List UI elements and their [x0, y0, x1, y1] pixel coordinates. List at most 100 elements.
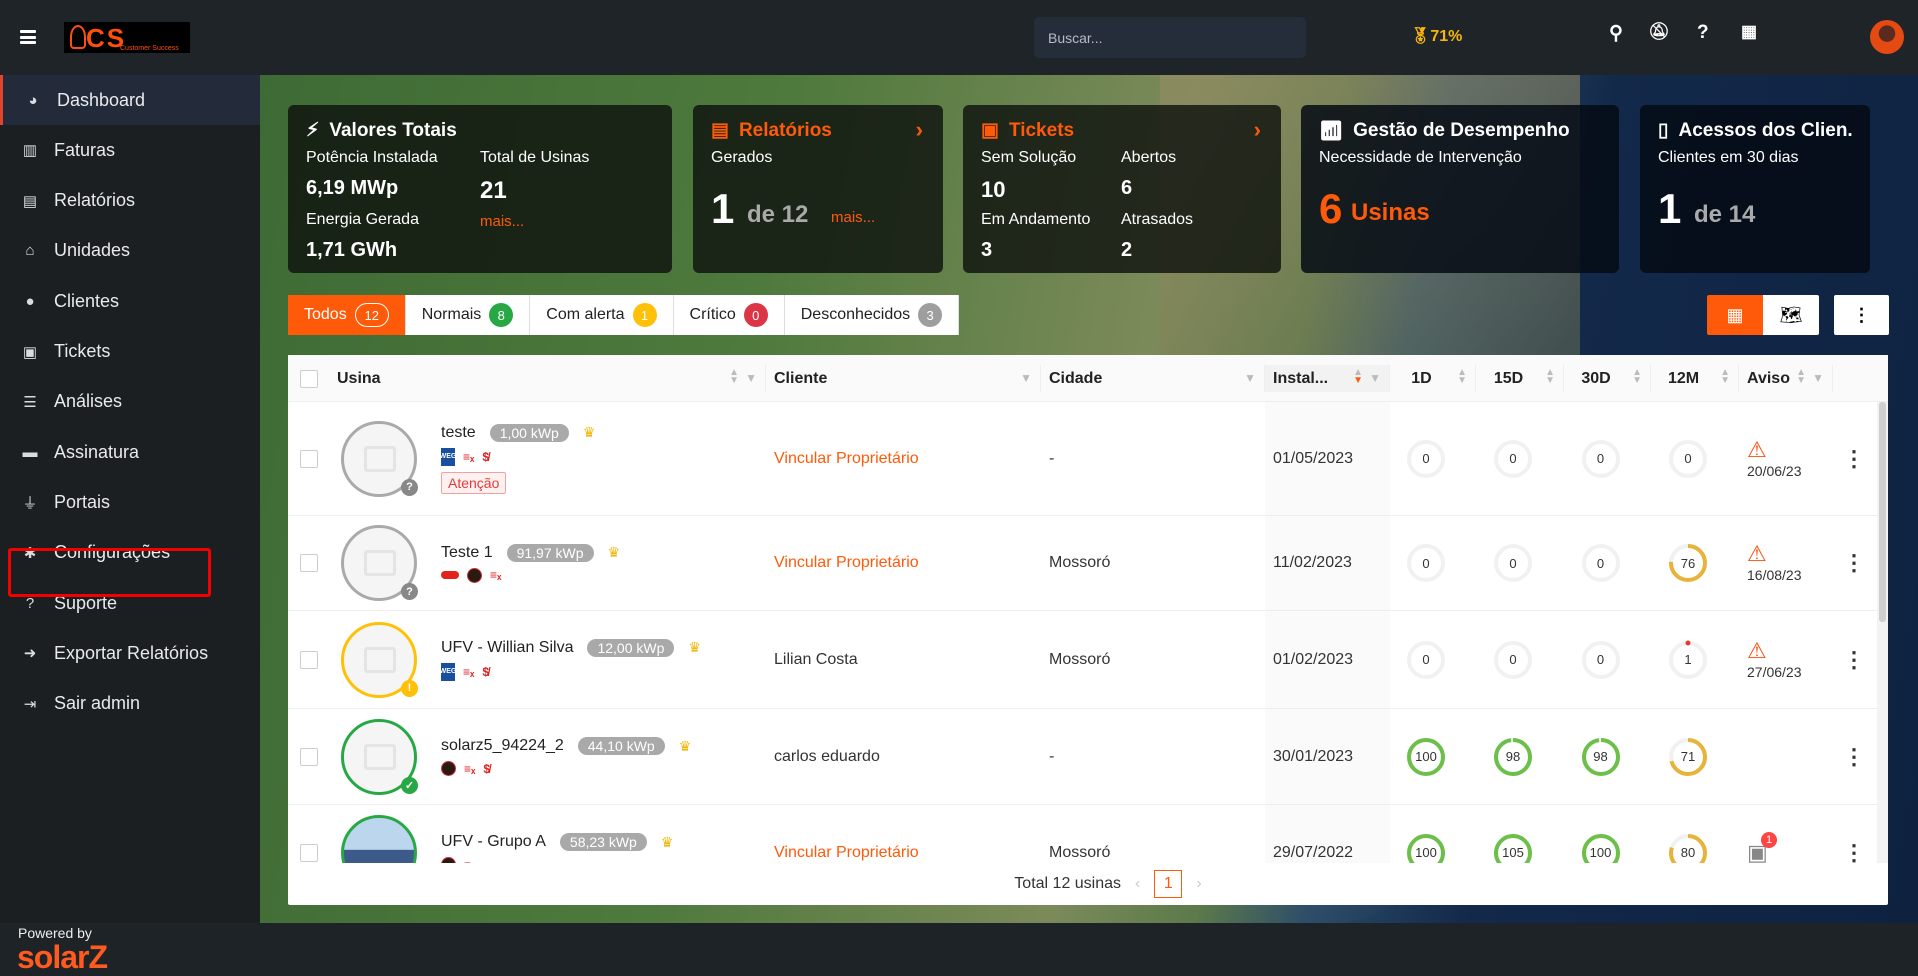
sidebar-item-dashboard[interactable]: ◕ Dashboard: [0, 75, 260, 125]
card-acessos-clientes[interactable]: ▯ Acessos dos Clien... Clientes em 30 dia…: [1640, 105, 1870, 273]
client-name: Lilian Costa: [774, 650, 858, 668]
row-menu-icon[interactable]: ⋮: [1843, 743, 1865, 769]
sidebar-item-portais[interactable]: ⏚ Portais: [0, 477, 260, 527]
filter-icon[interactable]: ▼: [1020, 371, 1032, 385]
calculator-icon[interactable]: ▦: [1741, 22, 1758, 41]
row-checkbox[interactable]: [299, 449, 318, 468]
row-checkbox[interactable]: [299, 650, 318, 669]
sort-icon[interactable]: ▲ ▼: [1457, 367, 1467, 386]
table-scrollbar[interactable]: [1877, 402, 1888, 863]
ring-value: 105: [1502, 845, 1524, 860]
sidebar-item-an-lises[interactable]: ☰ Análises: [0, 377, 260, 427]
sidebar-item-assinatura[interactable]: ▬ Assinatura: [0, 427, 260, 477]
column-header-usina[interactable]: Usina ▲ ▼ ▼: [329, 365, 766, 392]
help-icon[interactable]: ?: [1697, 22, 1709, 43]
chevron-right-icon[interactable]: ›: [1253, 117, 1261, 142]
next-page-icon[interactable]: ›: [1196, 875, 1202, 892]
warning-icon[interactable]: ⚠︎: [1747, 541, 1767, 566]
table-row[interactable]: ? teste 1,00 kWp ♛ WEG ≡ₓ $̸ Atenção Vincular P…: [288, 402, 1888, 516]
plant-name[interactable]: Teste 1: [441, 543, 493, 561]
solar-panel-view-button[interactable]: ▦: [1707, 295, 1763, 335]
row-menu-icon[interactable]: ⋮: [1843, 839, 1865, 864]
ticket-icon[interactable]: ▣ 1: [1747, 831, 1777, 863]
chevron-right-icon[interactable]: ›: [915, 117, 923, 142]
solarz-logo[interactable]: solarZ: [17, 939, 108, 975]
search-icon[interactable]: ⚲: [1609, 23, 1623, 44]
plant-name[interactable]: UFV - Grupo A: [441, 833, 546, 850]
column-header-cliente[interactable]: Cliente ▼: [766, 365, 1041, 392]
tab-normais[interactable]: Normais 8: [406, 295, 531, 335]
valores-more-link[interactable]: mais...: [480, 213, 525, 230]
bell-slash-icon[interactable]: 🔕︎: [1648, 22, 1670, 41]
sort-icon[interactable]: ▲ ▼: [1796, 367, 1806, 386]
sidebar-item-exportar-relat-rios[interactable]: ➜ Exportar Relatórios: [0, 628, 260, 678]
relatorios-more-link[interactable]: mais...: [831, 209, 876, 226]
performance-ring-d1: 0: [1406, 434, 1446, 484]
sort-icon[interactable]: ▲ ▼: [1720, 367, 1730, 386]
menu-toggle-icon[interactable]: [20, 30, 36, 44]
card-tickets[interactable]: ▣ Tickets › Sem Solução 10 Em Andamento 3…: [963, 105, 1281, 273]
sidebar-item-tickets[interactable]: ▣ Tickets: [0, 327, 260, 377]
plant-avatar[interactable]: ✓: [341, 718, 418, 795]
warning-icon[interactable]: ⚠︎: [1747, 436, 1767, 462]
sort-icon[interactable]: ▲ ▼: [1353, 367, 1363, 386]
column-header-12m[interactable]: 12M ▲ ▼: [1651, 365, 1739, 392]
row-menu-icon[interactable]: ⋮: [1843, 550, 1865, 575]
row-menu-icon[interactable]: ⋮: [1843, 646, 1865, 672]
tab-cr-tico[interactable]: Crítico 0: [674, 295, 785, 335]
card-gestao-desempenho[interactable]: 📶︎ Gestão de Desempenho Necessidade de In…: [1301, 105, 1619, 273]
sidebar-item-relat-rios[interactable]: ▤ Relatórios: [0, 176, 260, 226]
filter-icon[interactable]: ▼: [1369, 371, 1381, 385]
table-row[interactable]: ✓ solarz5_94224_2 44,10 kWp ♛ ≡ₓ $̸ carlos ed…: [288, 709, 1888, 805]
filter-icon[interactable]: ▼: [1812, 371, 1824, 385]
search-input[interactable]: [1034, 17, 1306, 58]
sidebar-item-unidades[interactable]: ⌂ Unidades: [0, 226, 260, 276]
sidebar-item-suporte[interactable]: ? Suporte: [0, 578, 260, 628]
column-header-15d[interactable]: 15D ▲ ▼: [1476, 365, 1564, 392]
link-owner-link[interactable]: Vincular Proprietário: [774, 843, 919, 861]
sort-icon[interactable]: ▲ ▼: [729, 367, 739, 386]
column-header-instal[interactable]: Instal... ▲ ▼ ▼: [1265, 365, 1390, 392]
tab-com-alerta[interactable]: Com alerta 1: [530, 295, 674, 335]
avatar[interactable]: [1870, 20, 1904, 54]
column-header-30d[interactable]: 30D ▲ ▼: [1564, 365, 1651, 392]
filter-icon[interactable]: ▼: [1244, 371, 1256, 385]
row-checkbox[interactable]: [299, 843, 318, 862]
row-menu-icon[interactable]: ⋮: [1843, 445, 1865, 471]
tab-desconhecidos[interactable]: Desconhecidos 3: [785, 295, 960, 335]
sort-icon[interactable]: ▲ ▼: [1545, 367, 1555, 386]
chart-icon: ☰: [23, 393, 37, 411]
column-header-1d[interactable]: 1D ▲ ▼: [1390, 365, 1476, 392]
row-checkbox[interactable]: [299, 554, 318, 572]
link-owner-link[interactable]: Vincular Proprietário: [774, 554, 919, 571]
row-checkbox[interactable]: [299, 747, 318, 766]
sidebar-item-faturas[interactable]: ▥ Faturas: [0, 125, 260, 175]
plant-name[interactable]: solarz5_94224_2: [441, 737, 564, 754]
filter-icon[interactable]: ▼: [745, 371, 757, 385]
plant-avatar[interactable]: !: [341, 621, 418, 698]
page-1-button[interactable]: 1: [1154, 870, 1183, 898]
prev-page-icon[interactable]: ‹: [1135, 875, 1141, 892]
table-row[interactable]: ! UFV - Willian Silva 12,00 kWp ♛ WEG ≡ₓ $̸ Li…: [288, 611, 1888, 709]
plant-avatar[interactable]: ?: [341, 420, 418, 497]
sort-icon[interactable]: ▲ ▼: [1632, 367, 1642, 386]
table-row[interactable]: UFV - Grupo A 58,23 kWp ♛ ≡ₓ Vincular Propr…: [288, 805, 1888, 863]
logo[interactable]: CS Customer Success: [64, 22, 190, 53]
table-row[interactable]: ? Teste 1 91,97 kWp ♛ ≡ₓ Vincular Proprietár…: [288, 516, 1888, 611]
plant-name[interactable]: UFV - Willian Silva: [441, 638, 574, 656]
plant-name[interactable]: teste: [441, 423, 476, 441]
plant-avatar[interactable]: ?: [341, 525, 418, 601]
sidebar-item-sair-admin[interactable]: ⇥ Sair admin: [0, 679, 260, 729]
map-view-button[interactable]: 🗺︎: [1763, 295, 1819, 335]
card-relatorios[interactable]: ▤ Relatórios › Gerados 1 de 12 mais...: [693, 105, 943, 273]
select-all-checkbox[interactable]: [299, 369, 318, 388]
column-header-cidade[interactable]: Cidade ▼: [1041, 365, 1265, 392]
column-header-aviso[interactable]: Aviso ▲ ▼ ▼: [1739, 365, 1833, 392]
more-options-button[interactable]: ⋮: [1834, 295, 1889, 335]
warning-icon[interactable]: ⚠︎: [1747, 637, 1767, 663]
medal-progress[interactable]: 🏅︎71%: [1410, 26, 1462, 46]
tab-todos[interactable]: Todos 12: [288, 295, 406, 335]
link-owner-link[interactable]: Vincular Proprietário: [774, 449, 919, 467]
sidebar-item-clientes[interactable]: ● Clientes: [0, 276, 260, 326]
plant-photo[interactable]: [341, 814, 417, 863]
